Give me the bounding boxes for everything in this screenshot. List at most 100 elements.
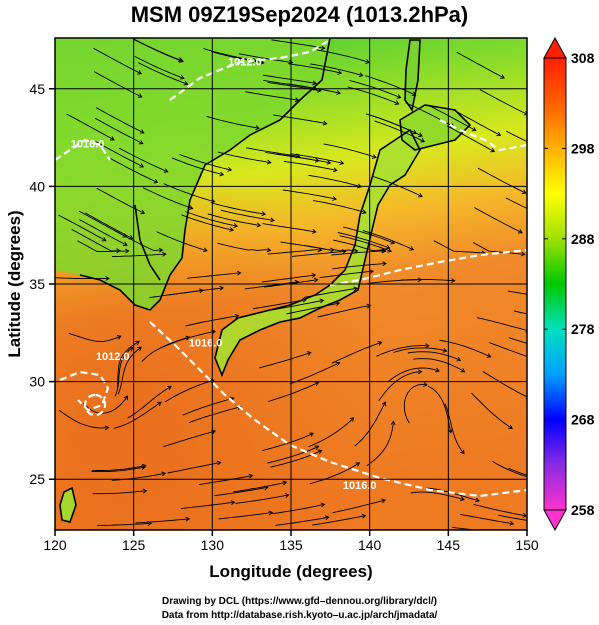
streamline-arrow (314, 445, 320, 450)
streamline-arrow (412, 129, 418, 135)
streamline-arrow (139, 163, 145, 168)
streamline (111, 253, 166, 258)
contour-label: 1016.0 (189, 337, 223, 349)
land-asia (55, 38, 330, 310)
streamline (492, 460, 527, 478)
streamline-arrow (284, 493, 290, 498)
streamline (163, 430, 216, 448)
land-taiwan (60, 488, 76, 522)
streamline (342, 226, 395, 244)
streamline (134, 55, 185, 79)
streamline (135, 518, 190, 524)
streamline (169, 287, 224, 296)
streamline-arrow (268, 510, 274, 516)
streamline-arrow (216, 460, 222, 466)
streamline (456, 51, 505, 79)
streamline (220, 209, 275, 221)
streamline-arrow (369, 269, 374, 274)
streamline-arrow (135, 340, 140, 346)
streamline (514, 310, 527, 315)
streamline-arrow (450, 278, 456, 284)
map-title: MSM 09Z19Sep2024 (1013.2hPa) (130, 2, 469, 27)
streamline (118, 147, 168, 173)
streamline (164, 379, 215, 403)
colorbar: 308 298 288 278 268 258 (543, 36, 595, 532)
streamline-arrow (317, 449, 323, 455)
streamline-arrow (460, 368, 466, 373)
streamline (308, 417, 355, 448)
streamline (349, 80, 401, 99)
streamline (185, 211, 238, 227)
streamline (427, 104, 477, 131)
streamline-arrow (319, 298, 325, 304)
streamline-arrow (256, 222, 262, 228)
streamline (217, 242, 271, 251)
streamline (365, 113, 417, 134)
streamline (95, 141, 144, 168)
streamline (508, 337, 527, 344)
streamline-arrow (423, 382, 428, 387)
streamline-arrow (486, 353, 492, 358)
streamline-arrow (179, 58, 184, 63)
streamline-arrow (163, 168, 169, 173)
streamline (304, 244, 358, 252)
streamline-arrow (320, 502, 326, 508)
streamline-arrow (234, 313, 240, 319)
streamline (331, 250, 386, 256)
streamline-arrow (266, 247, 272, 253)
streamline (427, 385, 452, 433)
streamline-arrow (366, 303, 372, 309)
streamline-arrow (137, 93, 143, 98)
streamline (452, 109, 501, 136)
streamline (79, 219, 128, 246)
streamline (156, 231, 208, 252)
streamline (365, 75, 416, 96)
streamline (273, 114, 327, 125)
streamline-arrow (116, 335, 122, 340)
streamline-arrow (309, 432, 314, 437)
streamline-arrow (435, 367, 440, 373)
streamline (323, 143, 377, 158)
colorbar-tick-label: 268 (571, 412, 595, 428)
streamline-arrow (219, 171, 225, 177)
streamline (498, 514, 527, 521)
streamline-arrow (371, 154, 377, 159)
streamline (212, 202, 266, 215)
streamline (277, 153, 331, 164)
streamline (354, 401, 386, 447)
streamline-arrow (353, 286, 358, 292)
streamline (83, 395, 128, 414)
contour-label: 1012.0 (228, 56, 262, 68)
streamline-arrow (140, 209, 146, 215)
streamline-arrow (442, 347, 448, 353)
streamline-arrow (361, 209, 367, 215)
x-tick-label: 150 (515, 537, 539, 553)
streamline-arrow (496, 131, 502, 137)
streamline (292, 250, 346, 257)
streamline (96, 187, 145, 214)
streamline (374, 120, 425, 143)
streamline-arrow (322, 120, 328, 126)
streamline-arrow (124, 248, 130, 254)
y-tick-label: 30 (29, 374, 45, 390)
streamline-arrow (122, 233, 128, 238)
streamline-arrow (259, 59, 265, 65)
streamline-arrow (390, 420, 396, 426)
streamline (142, 187, 193, 210)
streamline (393, 347, 447, 353)
streamline (267, 445, 319, 464)
streamline-arrow (270, 217, 275, 223)
streamline-arrow (460, 449, 465, 455)
streamline-arrow (418, 132, 423, 137)
streamline (235, 494, 289, 504)
streamline-arrow (139, 129, 145, 134)
streamline (332, 263, 387, 270)
streamline-arrow (166, 385, 172, 391)
streamline-arrow (147, 521, 153, 526)
colorbar-strip (543, 57, 567, 511)
streamline-arrow (420, 138, 426, 143)
streamline (244, 281, 299, 290)
streamline-arrow (394, 100, 400, 105)
colorbar-tick-label: 288 (571, 231, 595, 247)
colorbar-tick-label: 298 (571, 140, 595, 156)
